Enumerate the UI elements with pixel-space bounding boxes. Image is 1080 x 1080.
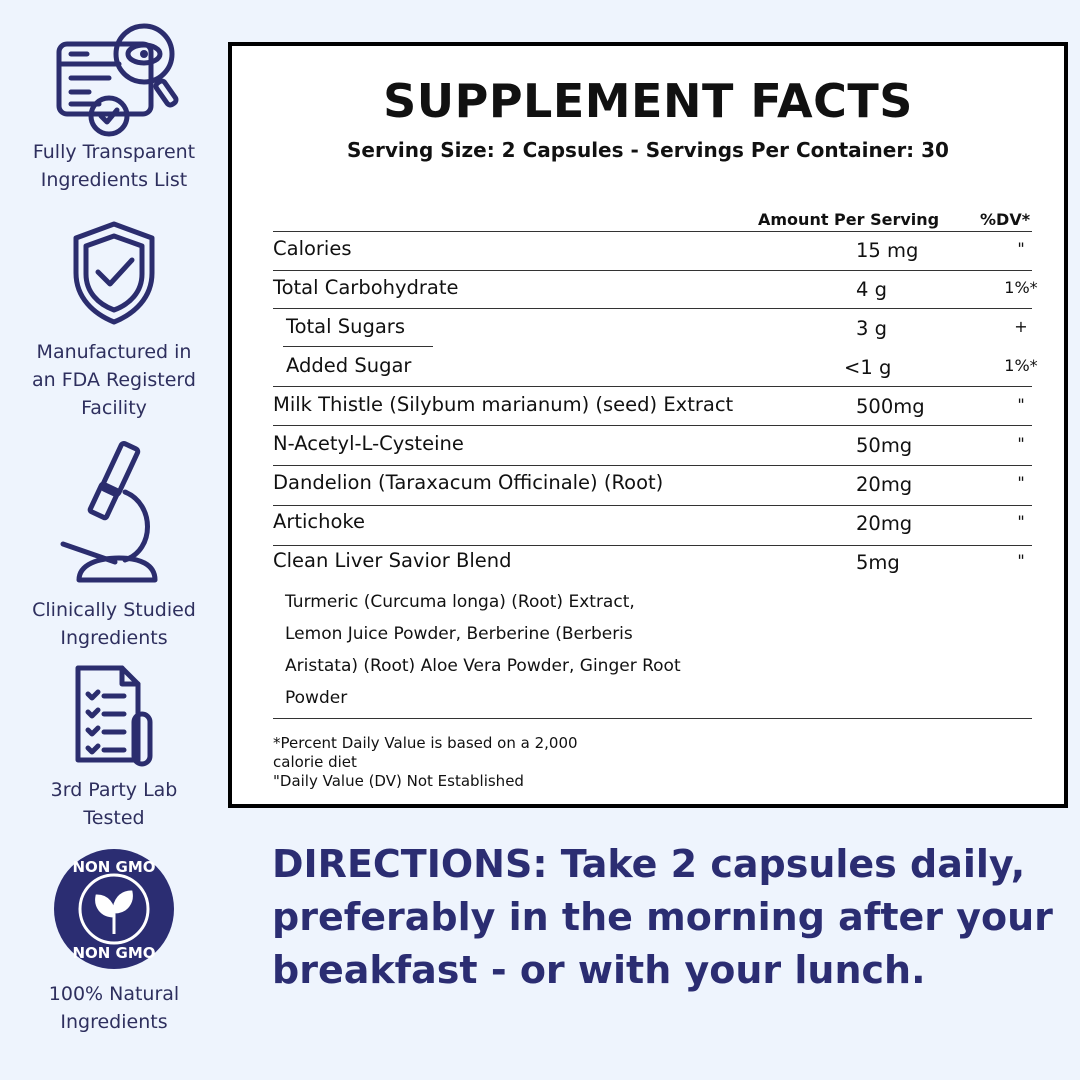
svg-text:NON GMO: NON GMO — [72, 944, 155, 962]
col-amount-header: Amount Per Serving — [758, 210, 940, 229]
supplement-facts-panel: SUPPLEMENT FACTS Serving Size: 2 Capsule… — [228, 42, 1068, 808]
feature-label: Clinically Studied Ingredients — [32, 599, 196, 649]
document-magnifier-check-icon — [56, 23, 179, 137]
blend-ingredients: Turmeric (Curcuma longa) (Root) Extract,… — [285, 592, 681, 708]
facts-title: SUPPLEMENT FACTS — [383, 74, 913, 128]
table-row: N-Acetyl-L-Cysteine 50mg " — [273, 432, 1025, 457]
footnotes: *Percent Daily Value is based on a 2,000… — [273, 734, 578, 790]
serving-info: Serving Size: 2 Capsules - Servings Per … — [347, 138, 949, 162]
table-row: Milk Thistle (Silybum marianum) (seed) E… — [273, 393, 1025, 418]
table-row: Added Sugar <1 g 1%* — [286, 354, 1038, 379]
feature-natural: NON GMO NON GMO 100% Natural Ingredients — [0, 846, 228, 1036]
divider — [273, 425, 1032, 426]
feature-clinical: Clinically Studied Ingredients — [0, 440, 228, 652]
divider — [273, 386, 1032, 387]
divider — [273, 545, 1032, 546]
col-dv-header: %DV* — [980, 210, 1031, 229]
feature-label: 3rd Party Lab Tested — [50, 779, 178, 829]
feature-transparent: Fully Transparent Ingredients List — [0, 14, 228, 194]
table-row: Dandelion (Taraxacum Officinale) (Root) 2… — [273, 471, 1025, 496]
table-row: Artichoke 20mg " — [273, 510, 1025, 535]
feature-lab-tested: 3rd Party Lab Tested — [0, 664, 228, 832]
microscope-icon — [60, 441, 158, 583]
table-row: Clean Liver Savior Blend 5mg " — [273, 549, 1025, 574]
feature-label: Fully Transparent Ingredients List — [32, 141, 196, 191]
divider — [273, 231, 1032, 232]
svg-text:NON GMO: NON GMO — [72, 858, 155, 876]
divider — [273, 270, 1032, 271]
table-row: Total Sugars 3 g + — [286, 315, 1028, 340]
divider — [273, 505, 1032, 506]
feature-label: Manufactured in an FDA Registerd Facility — [32, 341, 196, 419]
feature-label: 100% Natural Ingredients — [48, 983, 180, 1033]
lab-report-icon — [75, 665, 153, 767]
directions: DIRECTIONS: Take 2 capsules daily, prefer… — [272, 842, 1053, 992]
table-row: Total Carbohydrate 4 g 1%* — [273, 276, 1038, 301]
shield-check-icon — [73, 221, 155, 325]
table-row: Calories 15 mg " — [273, 237, 1025, 262]
divider — [273, 308, 1032, 309]
divider — [273, 465, 1032, 466]
feature-fda: Manufactured in an FDA Registerd Facility — [0, 218, 228, 422]
divider — [283, 346, 433, 347]
non-gmo-badge-icon: NON GMO NON GMO — [54, 849, 174, 969]
divider — [273, 718, 1032, 719]
